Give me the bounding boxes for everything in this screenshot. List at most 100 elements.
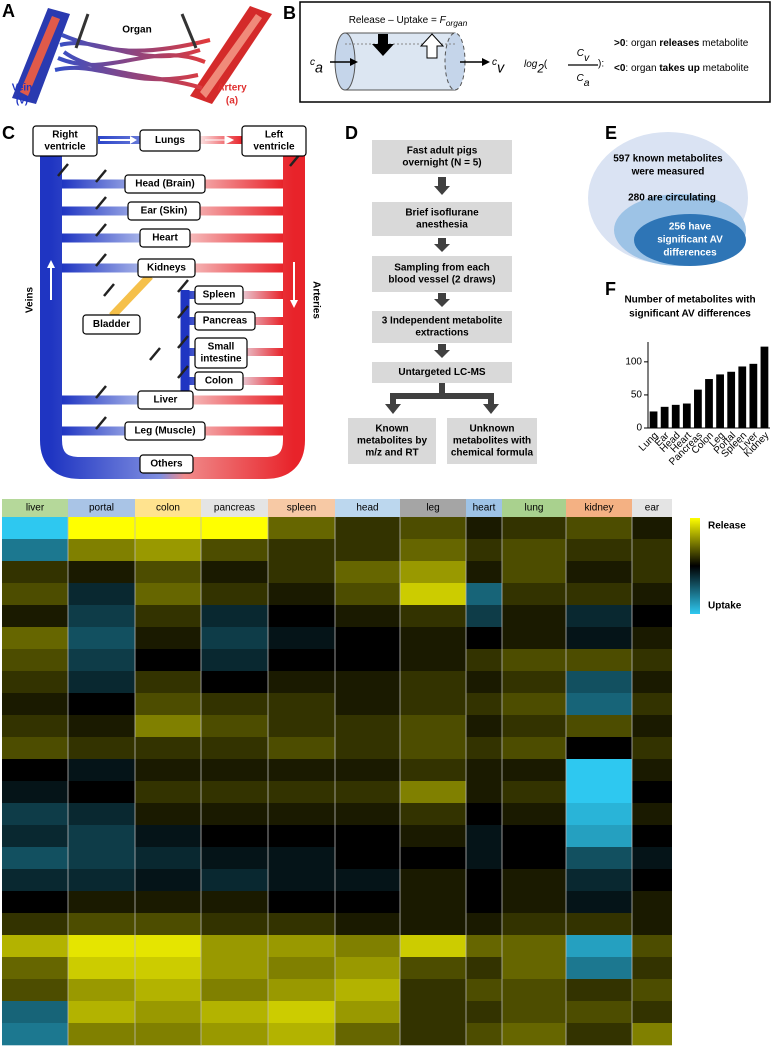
heatmap-cell [502, 957, 566, 980]
equation: Release – Uptake = Forgan [349, 15, 468, 28]
column-label: ear [645, 503, 660, 514]
heatmap-cell [68, 781, 135, 804]
column-header [335, 499, 400, 517]
heatmap-cell [135, 1001, 201, 1024]
heatmap-cell [466, 605, 502, 628]
heatmap-cell [466, 517, 502, 540]
heatmap-cell [466, 847, 502, 870]
heatmap-cell [201, 869, 268, 892]
organ-node-box [194, 337, 248, 369]
heatmap-cell [201, 803, 268, 826]
organ-node-box [137, 258, 196, 278]
panel-letter: B [283, 3, 296, 23]
heatmap-cell [566, 869, 632, 892]
heatmap-cell [201, 891, 268, 914]
heatmap-cell [566, 935, 632, 958]
heatmap-cell [268, 605, 335, 628]
heatmap-cell [335, 803, 400, 826]
heatmap-cell [2, 627, 68, 650]
organ-node-box [127, 201, 201, 221]
heatmap-cell [2, 1001, 68, 1024]
heatmap-cell [466, 1001, 502, 1024]
heatmap-cell [201, 605, 268, 628]
heatmap-cell [502, 825, 566, 848]
column-label: lung [525, 503, 544, 514]
veins-label: Veins [25, 287, 36, 314]
heatmap-cell [268, 539, 335, 562]
venn-diagram [588, 132, 748, 266]
fraction-denominator: Ca [576, 73, 589, 89]
heatmap-cell [201, 583, 268, 606]
organ-node-label: intestine [200, 354, 242, 365]
heatmap-cell [632, 891, 672, 914]
protocol-step-label: Fast adult pigs [407, 146, 478, 157]
organ-node-label: Kidneys [147, 263, 186, 274]
heatmap-cell [466, 825, 502, 848]
heatmap-cell [632, 1023, 672, 1046]
heatmap-cell [68, 957, 135, 980]
chart-title: Number of metabolites with [624, 295, 755, 306]
heatmap-cell [135, 627, 201, 650]
heatmap-cell [466, 803, 502, 826]
heatmap-cell [466, 759, 502, 782]
heatmap-cell [68, 627, 135, 650]
venn-outer-label: 597 known metabolites [613, 154, 723, 165]
organ-node-box [241, 125, 307, 157]
heatmap-cell [135, 913, 201, 936]
heatmap-cell [632, 825, 672, 848]
y-tick-label: 50 [631, 390, 643, 401]
heatmap-cell [201, 539, 268, 562]
heatmap-cell [400, 649, 466, 672]
heatmap-cell [2, 935, 68, 958]
heatmap-cell [268, 583, 335, 606]
organ-node-label: Spleen [203, 290, 236, 301]
heatmap-cell [400, 539, 466, 562]
organ-node-label: Lungs [155, 135, 185, 146]
heatmap-cell [268, 715, 335, 738]
heatmap-cell [201, 1023, 268, 1046]
heatmap-cell [135, 693, 201, 716]
protocol-outcome-label: chemical formula [451, 448, 534, 459]
heatmap-cell [502, 737, 566, 760]
arteries-label: Arteries [310, 281, 321, 319]
protocol-step-label: anesthesia [416, 220, 468, 231]
protocol-step-box [372, 362, 512, 383]
heatmap-cell [68, 649, 135, 672]
text-run: <0 [614, 63, 626, 74]
heatmap-cell [268, 891, 335, 914]
y-tick-label: 0 [636, 423, 642, 434]
heatmap-cell [632, 913, 672, 936]
heatmap-cell [566, 1001, 632, 1024]
panel-letter: F [605, 279, 616, 299]
heatmap-cell [400, 957, 466, 980]
heatmap-cell [268, 671, 335, 694]
protocol-step-label: Brief isoflurane [405, 208, 479, 219]
text-run: >0 [614, 38, 626, 49]
vessel-illustration [12, 6, 272, 104]
log-prefix: log2( [524, 59, 548, 76]
heatmap-cell [268, 517, 335, 540]
heatmap-cell [201, 737, 268, 760]
heatmap-cell [201, 847, 268, 870]
organ-node-box [194, 285, 244, 305]
heatmap-cell [632, 693, 672, 716]
heatmap-cell [566, 957, 632, 980]
bar [705, 379, 713, 428]
heatmap-cell [335, 583, 400, 606]
heatmap-cell [68, 847, 135, 870]
heatmap-cell [2, 539, 68, 562]
heatmap-cell [566, 891, 632, 914]
heatmap-cell [502, 935, 566, 958]
heatmap-cell [135, 561, 201, 584]
heatmap-cell [135, 737, 201, 760]
heatmap-cell [135, 935, 201, 958]
column-header [566, 499, 632, 517]
fraction-numerator: Cv [577, 48, 590, 64]
heatmap-cell [466, 979, 502, 1002]
heatmap-cell [268, 737, 335, 760]
heatmap-cell [466, 891, 502, 914]
organ-node-label: ventricle [253, 142, 295, 153]
concentration-v: cv [492, 57, 505, 77]
text-run: a [315, 60, 323, 76]
organ-node-label: Ear (Skin) [141, 206, 188, 217]
